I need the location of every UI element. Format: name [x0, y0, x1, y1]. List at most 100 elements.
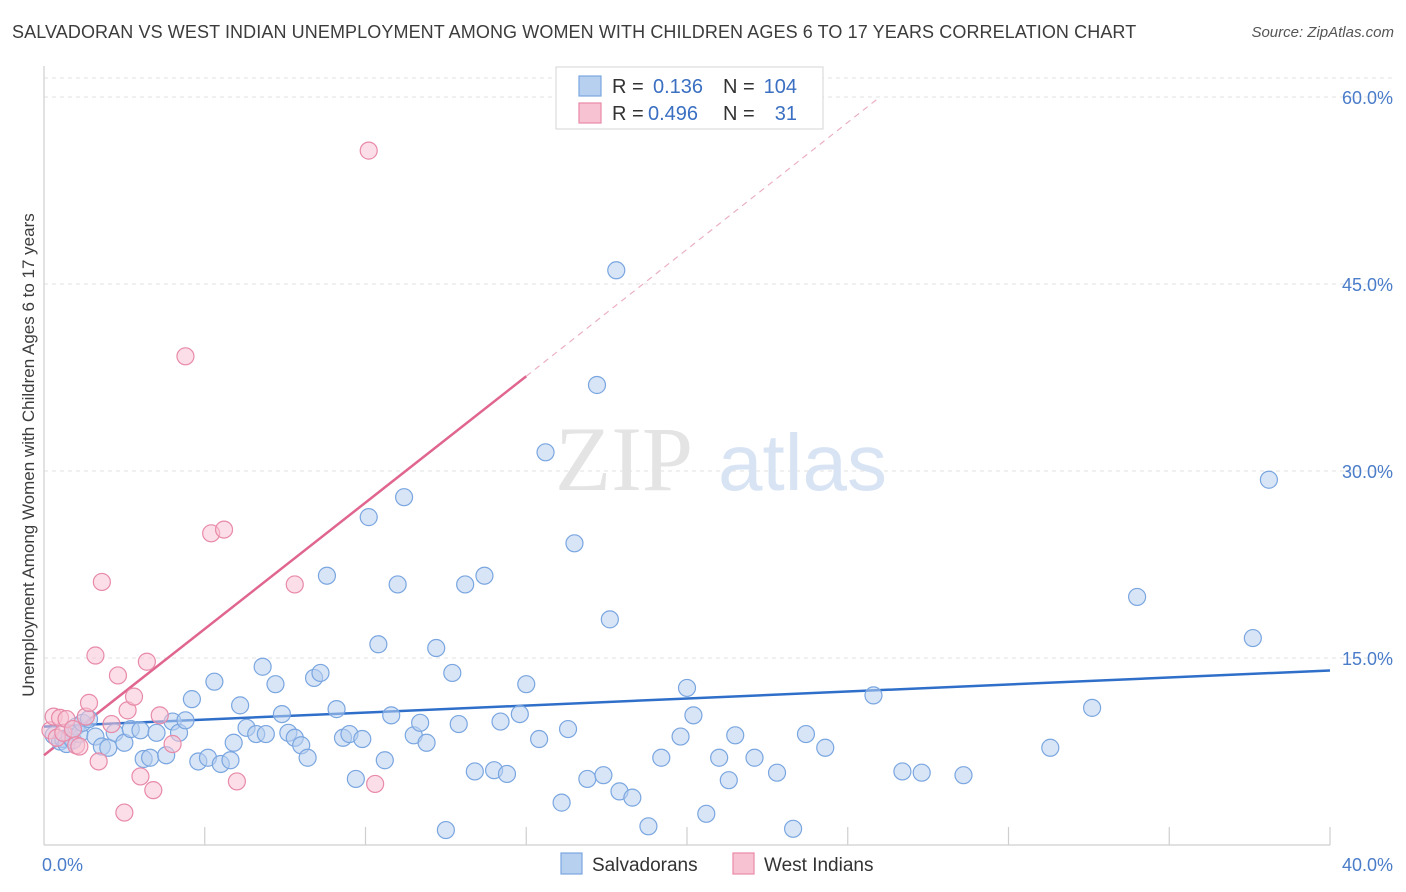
west-indian-point: [92, 572, 111, 592]
salvadoran-point: [600, 610, 619, 629]
salvadoran-point: [1082, 698, 1102, 717]
salvadoran-point: [677, 678, 697, 698]
west-indian-point: [285, 575, 304, 594]
legend-r-label-2: R =: [612, 103, 644, 125]
source-label: Source: ZipAtlas.com: [1251, 24, 1394, 41]
salvadoran-point: [517, 675, 536, 694]
legend-swatch-salvadorans: [578, 75, 602, 97]
west-indian-point: [115, 803, 134, 822]
y-tick-label: 30.0%: [1342, 462, 1393, 482]
salvadoran-point: [443, 663, 462, 683]
west-indian-point: [124, 687, 144, 706]
watermark-atlas: atlas: [718, 418, 887, 507]
salvadoran-point: [536, 443, 555, 462]
salvadoran-point: [783, 819, 803, 838]
salvadoran-point: [182, 690, 201, 709]
salvadoran-point: [578, 769, 597, 789]
west-indian-point: [150, 706, 169, 725]
salvadoran-point: [346, 769, 365, 789]
west-indian-point: [63, 719, 83, 739]
salvadoran-point: [465, 762, 484, 781]
salvadoran-point: [231, 696, 250, 715]
salvadoran-point: [587, 375, 607, 395]
salvadoran-point: [382, 706, 401, 725]
west-indian-point: [86, 646, 105, 665]
west-indian-point: [102, 714, 121, 734]
west-indian-point: [89, 752, 108, 771]
salvadoran-point: [552, 793, 571, 812]
salvadoran-point: [497, 764, 517, 784]
y-tick-label: 15.0%: [1342, 649, 1393, 669]
west-indian-point: [214, 520, 234, 539]
salvadoran-point: [427, 638, 446, 658]
salvadoran-point: [510, 704, 529, 724]
legend-n-label-1: N =: [723, 76, 755, 98]
salvadoran-point: [719, 771, 738, 790]
gridlines: [44, 77, 1392, 659]
salvadoran-point: [594, 766, 613, 785]
salvadoran-point: [253, 657, 272, 676]
salvadoran-point: [298, 748, 317, 767]
bottom-legend-swatch-west-indians: [732, 852, 755, 875]
watermark-zip: ZIP: [555, 408, 693, 510]
legend-swatch-west-indians: [578, 102, 602, 124]
salvadoran-point: [256, 724, 275, 744]
salvadoran-point: [224, 733, 243, 752]
salvadoran-point: [353, 729, 372, 749]
salvadoran-point: [369, 635, 388, 654]
salvadoran-trend-line: [43, 669, 1331, 728]
salvadoran-point: [697, 804, 716, 823]
west-indian-point: [79, 693, 99, 712]
salvadoran-point: [558, 719, 578, 739]
bottom-legend-swatch-salvadorans: [560, 852, 583, 875]
salvadoran-point: [912, 763, 931, 782]
bottom-legend-salvadorans: Salvadorans: [592, 855, 698, 876]
legend-n-label-2: N =: [723, 103, 755, 125]
salvadoran-points: [44, 261, 1279, 840]
x-tick-label-min: 0.0%: [42, 855, 83, 875]
salvadoran-point: [710, 748, 729, 767]
west-indian-point: [137, 652, 156, 671]
west-indian-point: [131, 767, 150, 786]
salvadoran-point: [317, 566, 337, 585]
west-indian-point: [366, 774, 385, 794]
legend-r-value-2: 0.496: [648, 103, 698, 125]
west-indian-point: [144, 781, 163, 800]
x-tick-label-max: 40.0%: [1342, 855, 1393, 875]
correlation-legend: R = 0.136 N = 104 R = 0.496 N = 31: [555, 66, 824, 130]
salvadoran-point: [1259, 470, 1279, 489]
salvadoran-point: [671, 727, 690, 746]
salvadoran-point: [359, 508, 378, 527]
salvadoran-point: [491, 712, 510, 731]
y-axis-title: Unemployment Among Women with Children A…: [19, 213, 38, 697]
salvadoran-point: [954, 766, 973, 785]
salvadoran-point: [417, 733, 436, 752]
salvadoran-point: [816, 738, 835, 757]
west-indian-trend-extension: [525, 96, 881, 377]
salvadoran-point: [726, 726, 745, 745]
salvadoran-point: [684, 706, 703, 725]
salvadoran-point: [652, 748, 671, 767]
salvadoran-point: [311, 663, 330, 683]
trend-lines: [43, 96, 1331, 757]
salvadoran-point: [327, 700, 346, 719]
legend-r-value-1: 0.136: [653, 76, 703, 98]
y-tick-label: 45.0%: [1342, 275, 1393, 295]
salvadoran-point: [565, 534, 584, 553]
salvadoran-point: [893, 762, 912, 781]
salvadoran-point: [375, 751, 394, 770]
salvadoran-point: [530, 729, 549, 749]
west-indian-point: [70, 737, 89, 756]
west-indian-point: [108, 666, 128, 685]
legend-n-value-2: 31: [775, 103, 797, 125]
west-indian-trend-line: [43, 375, 528, 757]
salvadoran-point: [767, 763, 787, 782]
series-legend: Salvadorans West Indians: [560, 852, 873, 876]
salvadoran-point: [388, 575, 407, 594]
salvadoran-point: [1127, 587, 1147, 607]
salvadoran-point: [864, 686, 883, 705]
watermark: ZIP atlas: [555, 408, 887, 510]
legend-r-label-1: R =: [612, 76, 644, 98]
salvadoran-point: [140, 748, 160, 767]
